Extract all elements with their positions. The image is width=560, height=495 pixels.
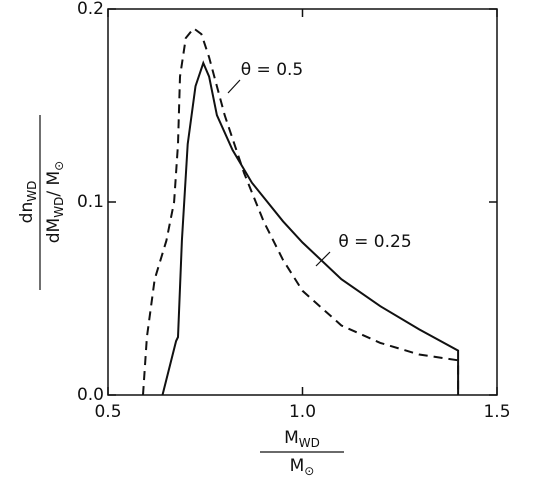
- y-axis-label-part: dM: [44, 218, 64, 243]
- x-tick-label: 1.5: [483, 402, 510, 422]
- x-axis-label-part: WD: [299, 436, 320, 450]
- y-axis-label-part: ⊙: [52, 161, 66, 171]
- y-axis-label-part: WD: [25, 181, 39, 202]
- y-tick-label: 0.1: [77, 192, 104, 212]
- series-label: θ = 0.25: [338, 232, 411, 252]
- y-tick-label: 0.2: [77, 0, 104, 19]
- x-axis-label: MWD: [284, 428, 320, 450]
- annotation-leader: [227, 79, 241, 94]
- x-tick-label: 1.0: [289, 402, 316, 422]
- x-tick-label: 0.5: [94, 402, 121, 422]
- annotation-leader: [315, 251, 331, 267]
- x-axis-label-part: M: [284, 428, 299, 448]
- y-axis-label-part: / M: [44, 171, 64, 197]
- y-axis-label: dMWD/ M⊙: [44, 161, 66, 243]
- y-tick-label: 0.0: [77, 385, 104, 405]
- series-line: [161, 60, 460, 396]
- y-axis-label-part: dn: [17, 202, 37, 224]
- x-axis-label: M⊙: [290, 456, 315, 478]
- x-axis-label-part: M: [290, 456, 305, 476]
- y-axis-label-part: WD: [52, 197, 66, 218]
- series-line: [142, 26, 460, 396]
- series-label: θ = 0.5: [241, 60, 304, 80]
- y-axis-label: dnWD: [17, 181, 39, 224]
- x-axis-label-part: ⊙: [304, 464, 314, 478]
